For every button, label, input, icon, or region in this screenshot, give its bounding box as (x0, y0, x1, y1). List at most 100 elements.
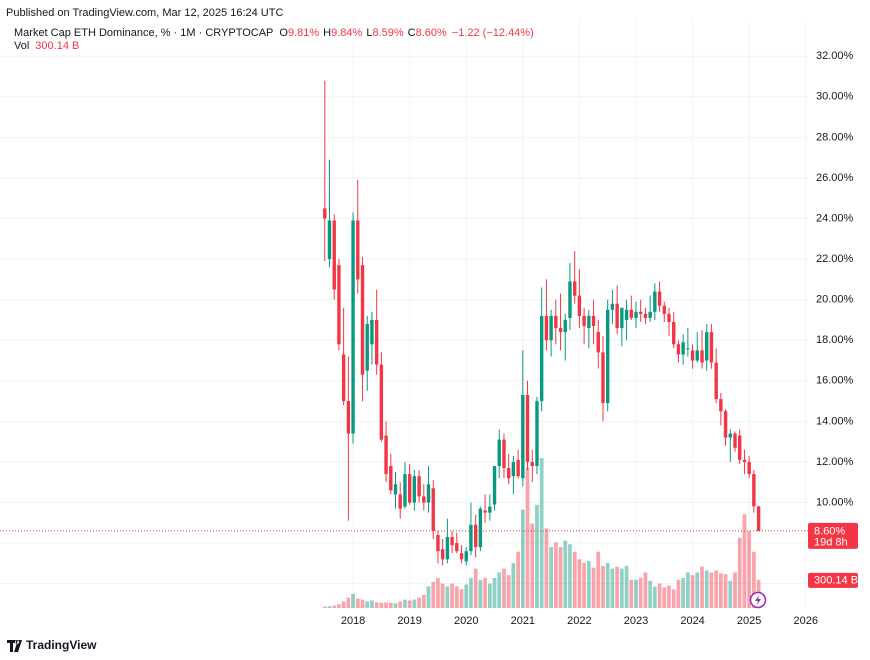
countdown: 19d 8h (814, 536, 848, 548)
volume-bar (511, 563, 516, 608)
candle-body (700, 350, 704, 363)
volume-bar (695, 572, 700, 608)
candle-body (497, 439, 501, 466)
volume-bar (667, 585, 671, 608)
volume-bar (718, 573, 723, 608)
volume-bar (700, 566, 704, 608)
candle-body (568, 281, 572, 318)
candle-body (436, 534, 440, 552)
candle-body (601, 352, 605, 404)
candle-body (440, 549, 445, 560)
brand: TradingView (26, 638, 97, 652)
volume-bar (417, 597, 421, 608)
volume-bar (709, 572, 714, 608)
volume-pane (322, 458, 761, 608)
volume-bar (327, 606, 332, 608)
candle-body (450, 537, 454, 546)
volume-key: Vol (14, 40, 29, 52)
volume-bar (582, 563, 586, 608)
volume-bar (506, 575, 511, 608)
candle-body (629, 309, 633, 318)
volume-bar (322, 606, 327, 608)
volume-bar (351, 593, 355, 608)
candle-body (638, 311, 643, 314)
y-tick-label: 28.00% (816, 131, 854, 143)
volume-value: 300.14 B (35, 40, 79, 52)
candle-body (634, 311, 638, 318)
candle-body (643, 313, 648, 318)
candle-body (374, 319, 379, 365)
legend-value: 8.59% (372, 27, 403, 39)
volume-bar (733, 572, 737, 608)
candle-body (719, 399, 723, 412)
candle-body (525, 395, 530, 462)
candle-body (407, 474, 412, 503)
axes: 6.00%8.00%10.00%12.00%14.00%16.00%18.00%… (0, 50, 858, 627)
candle-body (728, 433, 733, 438)
x-tick-label: 2020 (454, 615, 478, 627)
candle-body (681, 342, 685, 355)
y-tick-label: 32.00% (816, 50, 854, 62)
volume-bar (459, 589, 464, 608)
legend-value: 9.81% (288, 27, 319, 39)
volume-bar (487, 583, 492, 608)
candle-body (365, 324, 369, 371)
candle-body (403, 474, 407, 507)
candle-body (469, 524, 473, 552)
candle-body (412, 476, 417, 503)
x-tick-label: 2019 (397, 615, 421, 627)
candle-body (657, 291, 662, 306)
volume-bar (483, 578, 487, 608)
legend-key: L (366, 27, 372, 39)
legend-value: 9.84% (331, 27, 362, 39)
candle-body (573, 281, 577, 296)
volume-bar (393, 603, 398, 608)
x-tick-label: 2023 (624, 615, 648, 627)
y-tick-label: 26.00% (816, 172, 854, 184)
y-tick-label: 10.00% (816, 496, 854, 508)
volume-bar (341, 601, 346, 608)
volume-bar (407, 600, 412, 608)
volume-bar (516, 551, 521, 608)
volume-bar (421, 594, 426, 608)
volume-bar (586, 561, 591, 608)
volume-bar (563, 540, 568, 608)
candle-body (747, 461, 751, 475)
candle-body (506, 468, 511, 479)
candle-body (455, 543, 459, 552)
volume-bar (681, 578, 686, 608)
volume-bar (751, 551, 756, 608)
candle-body (370, 319, 374, 345)
volume-bar (337, 604, 341, 608)
volume-bar (502, 568, 506, 608)
candle-body (384, 435, 388, 475)
volume-bar (643, 572, 648, 608)
volume-bar (619, 568, 624, 608)
y-tick-label: 18.00% (816, 334, 854, 346)
candle-body (417, 476, 421, 497)
volume-bar (648, 580, 653, 608)
candle-body (530, 461, 534, 466)
candle-body (605, 309, 610, 404)
volume-bar (652, 586, 657, 608)
volume-bar (450, 583, 454, 608)
y-tick-label: 22.00% (816, 253, 854, 265)
candle-body (723, 411, 728, 438)
candle-body (648, 311, 652, 318)
candle-body (676, 344, 681, 355)
candle-body (752, 474, 756, 507)
candle-body (738, 435, 742, 460)
candle-body (464, 551, 468, 562)
volume-bar (577, 559, 582, 608)
volume-bar (464, 584, 469, 608)
candle-body (544, 315, 549, 341)
volume-bar (384, 602, 388, 608)
volume-bar (332, 605, 337, 608)
x-tick-label: 2024 (680, 615, 704, 627)
candle-body (341, 354, 346, 402)
volume-bar (436, 578, 440, 608)
candle-body (686, 348, 690, 350)
legend-key: O (279, 27, 288, 39)
volume-bar (379, 602, 384, 608)
candle-body (393, 484, 398, 495)
